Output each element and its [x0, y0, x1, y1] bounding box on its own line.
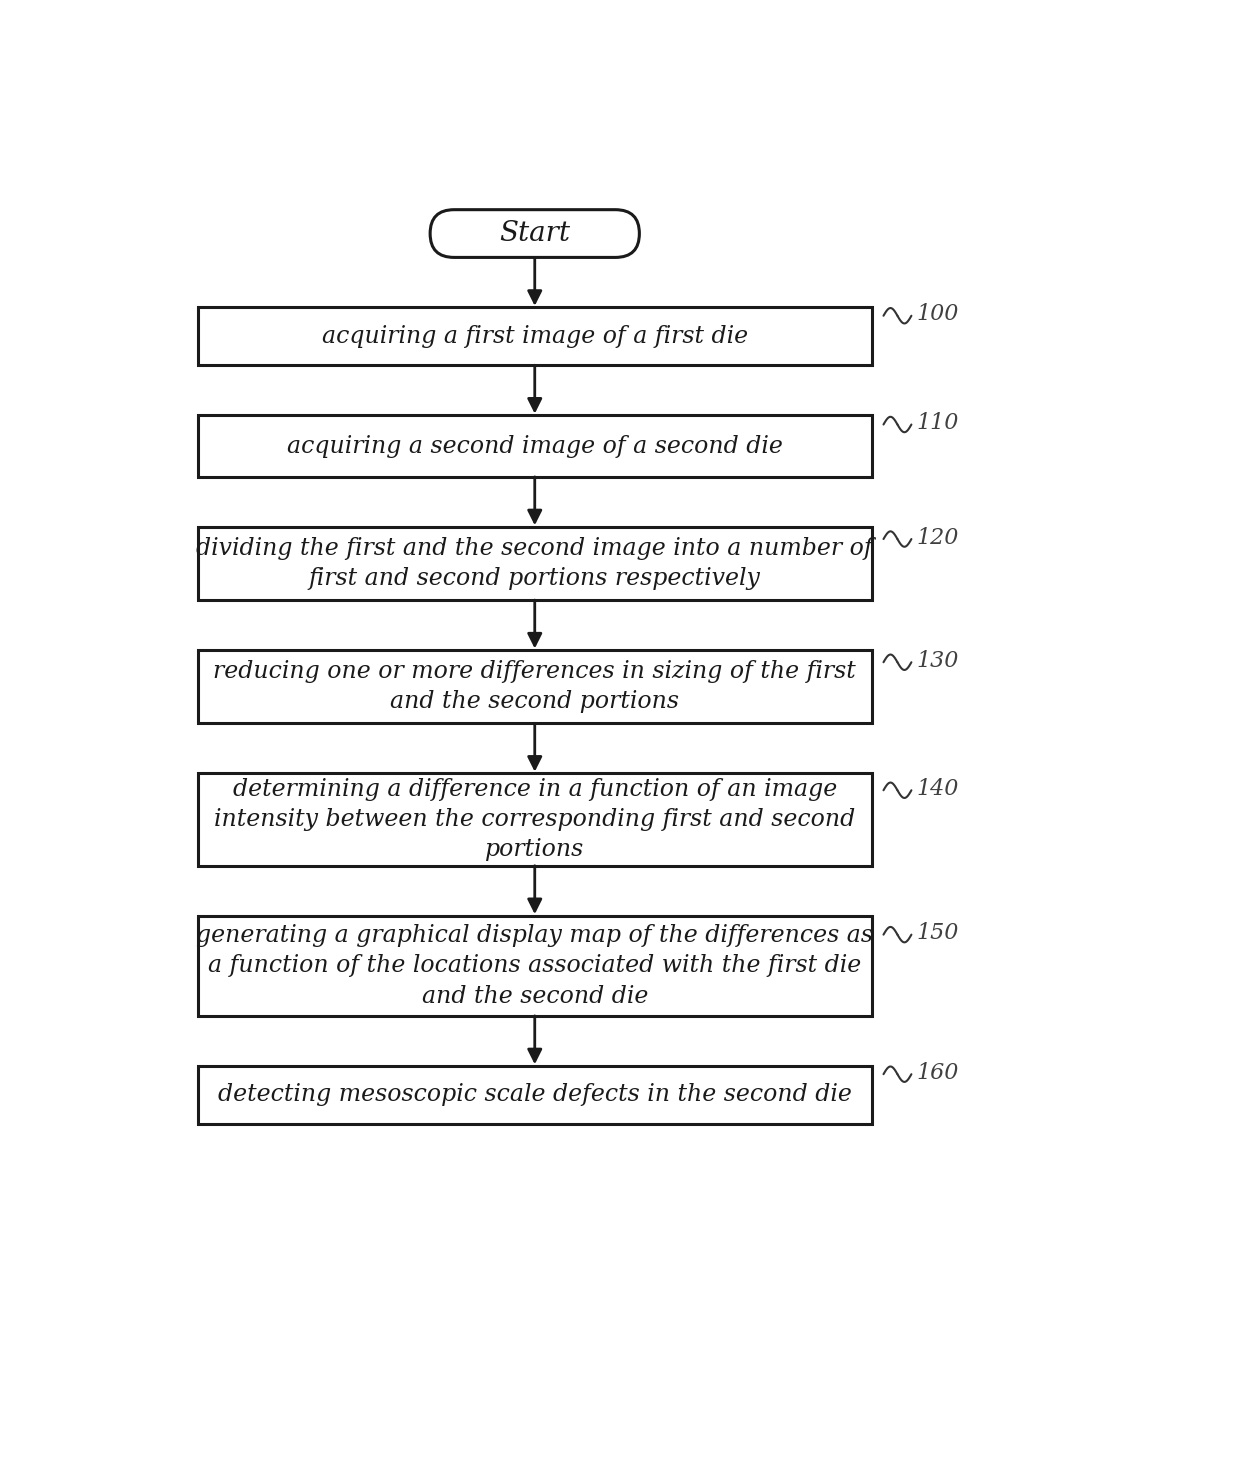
Text: 150: 150: [916, 921, 959, 943]
FancyBboxPatch shape: [197, 527, 872, 601]
Text: 160: 160: [916, 1062, 959, 1084]
Text: 140: 140: [916, 778, 959, 800]
FancyBboxPatch shape: [197, 650, 872, 724]
FancyBboxPatch shape: [197, 916, 872, 1015]
Text: 130: 130: [916, 649, 959, 672]
Text: acquiring a second image of a second die: acquiring a second image of a second die: [286, 435, 782, 457]
Text: detecting mesoscopic scale defects in the second die: detecting mesoscopic scale defects in th…: [218, 1083, 852, 1106]
FancyBboxPatch shape: [197, 774, 872, 866]
Text: reducing one or more differences in sizing of the first
and the second portions: reducing one or more differences in sizi…: [213, 661, 856, 713]
Text: determining a difference in a function of an image
intensity between the corresp: determining a difference in a function o…: [215, 778, 856, 861]
Text: 100: 100: [916, 303, 959, 325]
Text: acquiring a first image of a first die: acquiring a first image of a first die: [321, 325, 748, 347]
FancyBboxPatch shape: [197, 415, 872, 478]
Text: Start: Start: [500, 220, 570, 248]
Text: generating a graphical display map of the differences as
a function of the locat: generating a graphical display map of th…: [196, 924, 873, 1008]
Text: 120: 120: [916, 526, 959, 548]
Text: dividing the first and the second image into a number of
first and second portio: dividing the first and the second image …: [196, 536, 873, 590]
FancyBboxPatch shape: [197, 308, 872, 365]
Text: 110: 110: [916, 412, 959, 434]
FancyBboxPatch shape: [197, 1067, 872, 1124]
FancyBboxPatch shape: [430, 209, 640, 258]
